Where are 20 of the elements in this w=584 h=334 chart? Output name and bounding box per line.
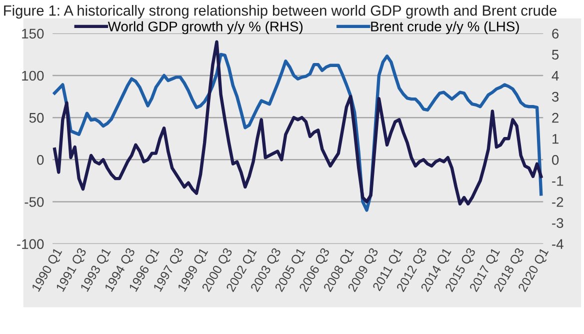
y2-tick-label: -3 xyxy=(552,218,564,228)
y-tick-label: 50 xyxy=(29,112,44,123)
chart-title: Figure 1: A historically strong relationship between world GDP growth and Brent crude xyxy=(4,5,556,19)
y-tick-label: -100 xyxy=(17,239,44,249)
y2-tick-label: -2 xyxy=(552,197,564,207)
y2-tick-label: -4 xyxy=(552,239,564,249)
y2-tick-label: -1 xyxy=(552,176,564,186)
y2-tick-label: 0 xyxy=(552,154,559,165)
y-tick-label: 100 xyxy=(22,70,44,81)
y2-tick-label: 5 xyxy=(552,50,559,60)
legend-label: Brent crude y/y % (LHS) xyxy=(371,21,519,34)
y2-tick-label: 4 xyxy=(552,70,559,81)
y-tick-label: 150 xyxy=(22,28,44,39)
y2-tick-label: 6 xyxy=(552,28,559,39)
y-tick-label: -50 xyxy=(24,197,44,207)
y-tick-label: 0 xyxy=(37,154,44,165)
legend-label: World GDP growth y/y % (RHS) xyxy=(108,21,303,34)
y2-tick-label: 3 xyxy=(552,92,559,102)
y2-tick-label: 2 xyxy=(552,112,558,123)
y2-tick-label: 1 xyxy=(552,134,558,144)
